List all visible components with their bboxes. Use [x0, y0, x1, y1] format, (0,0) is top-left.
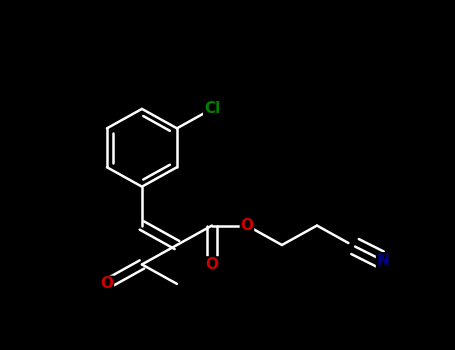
Text: O: O: [206, 257, 218, 272]
Text: N: N: [377, 253, 389, 268]
Text: N: N: [377, 253, 389, 268]
Text: Cl: Cl: [204, 102, 220, 117]
Text: O: O: [101, 276, 113, 292]
Text: O: O: [240, 218, 253, 233]
